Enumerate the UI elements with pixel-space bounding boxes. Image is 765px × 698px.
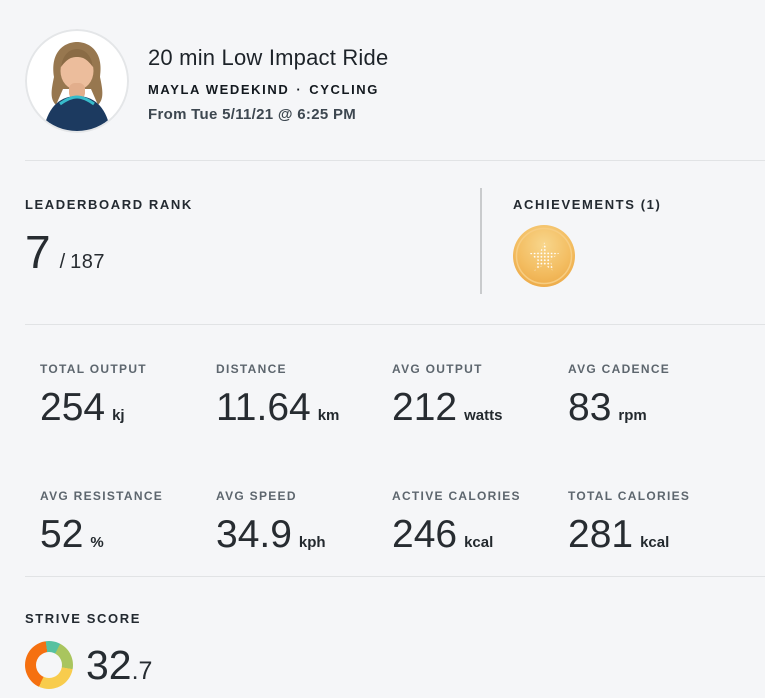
strive-score-row: 32 .7: [25, 641, 765, 689]
stat-unit: km: [317, 407, 340, 424]
stat-label: AVG CADENCE: [568, 362, 671, 376]
workout-subtitle: MAYLA WEDEKIND · CYCLING: [148, 82, 388, 97]
stat-unit: kph: [298, 534, 326, 551]
rank-total: 187: [70, 251, 106, 273]
strive-score-section: STRIVE SCORE 32 .7: [0, 577, 765, 689]
stat-label: DISTANCE: [216, 362, 287, 376]
stat-value: 212: [392, 386, 458, 429]
stat-label: AVG OUTPUT: [392, 362, 483, 376]
stat-distance: DISTANCE 11.64 km: [216, 362, 392, 449]
stat-value: 281: [568, 513, 634, 556]
leaderboard-rank-block: LEADERBOARD RANK 7 / 187: [0, 161, 480, 324]
stat-label: AVG SPEED: [216, 489, 297, 503]
stat-label: AVG RESISTANCE: [40, 489, 164, 503]
stat-value: 11.64: [216, 386, 311, 429]
rank-separator: /: [59, 251, 66, 273]
divider: [25, 324, 765, 325]
divider: [25, 160, 765, 161]
stat-value: 246: [392, 513, 458, 556]
stat-value: 254: [40, 386, 106, 429]
stat-active-calories: ACTIVE CALORIES 246 kcal: [392, 489, 568, 576]
workout-header-text: 20 min Low Impact Ride MAYLA WEDEKIND · CY…: [148, 29, 388, 133]
divider: [25, 576, 765, 577]
stat-unit: kcal: [464, 534, 494, 551]
strive-score-value: 32 .7: [86, 641, 152, 689]
rank-number: 7: [25, 226, 51, 278]
workout-stats-grid: TOTAL OUTPUT 254 kj DISTANCE 11.64 km AVG …: [0, 325, 765, 576]
stat-unit: watts: [464, 407, 503, 424]
stat-value: 52: [40, 513, 84, 556]
stat-total-output: TOTAL OUTPUT 254 kj: [40, 362, 216, 449]
rank-achievements-section: LEADERBOARD RANK 7 / 187 ACHIEVEMENTS (1…: [0, 161, 765, 324]
workout-datetime: From Tue 5/11/21 @ 6:25 PM: [148, 106, 357, 123]
strive-score-decimal: .7: [131, 657, 153, 685]
strive-score-donut-icon: [25, 641, 73, 689]
stat-avg-speed: AVG SPEED 34.9 kph: [216, 489, 392, 576]
discipline-label: CYCLING: [309, 82, 379, 97]
stat-avg-cadence: AVG CADENCE 83 rpm: [568, 362, 744, 449]
stat-avg-output: AVG OUTPUT 212 watts: [392, 362, 568, 449]
stat-label: TOTAL OUTPUT: [40, 362, 147, 376]
strive-score-main: 32: [86, 642, 132, 688]
stat-unit: %: [90, 534, 104, 551]
achievement-badge[interactable]: [513, 225, 661, 292]
leaderboard-rank-value: 7 / 187: [25, 228, 480, 276]
stat-label: TOTAL CALORIES: [568, 489, 691, 503]
achievement-star-badge-icon: [513, 225, 575, 287]
achievements-block: ACHIEVEMENTS (1): [482, 161, 661, 324]
achievements-label: ACHIEVEMENTS (1): [513, 197, 662, 212]
stat-total-calories: TOTAL CALORIES 281 kcal: [568, 489, 744, 576]
stat-value: 83: [568, 386, 612, 429]
strive-score-label: STRIVE SCORE: [25, 611, 141, 626]
workout-title: 20 min Low Impact Ride: [148, 45, 389, 70]
workout-header: 20 min Low Impact Ride MAYLA WEDEKIND · CY…: [0, 0, 765, 133]
stat-unit: rpm: [618, 407, 647, 424]
avatar[interactable]: [25, 29, 129, 133]
vertical-divider: [480, 188, 482, 294]
stat-value: 34.9: [216, 513, 292, 556]
leaderboard-rank-label: LEADERBOARD RANK: [25, 197, 193, 212]
instructor-name[interactable]: MAYLA WEDEKIND: [148, 82, 290, 97]
stat-unit: kcal: [640, 534, 670, 551]
subtitle-separator: ·: [296, 82, 303, 97]
stat-unit: kj: [112, 407, 125, 424]
stat-avg-resistance: AVG RESISTANCE 52%: [40, 489, 216, 576]
stat-label: ACTIVE CALORIES: [392, 489, 521, 503]
